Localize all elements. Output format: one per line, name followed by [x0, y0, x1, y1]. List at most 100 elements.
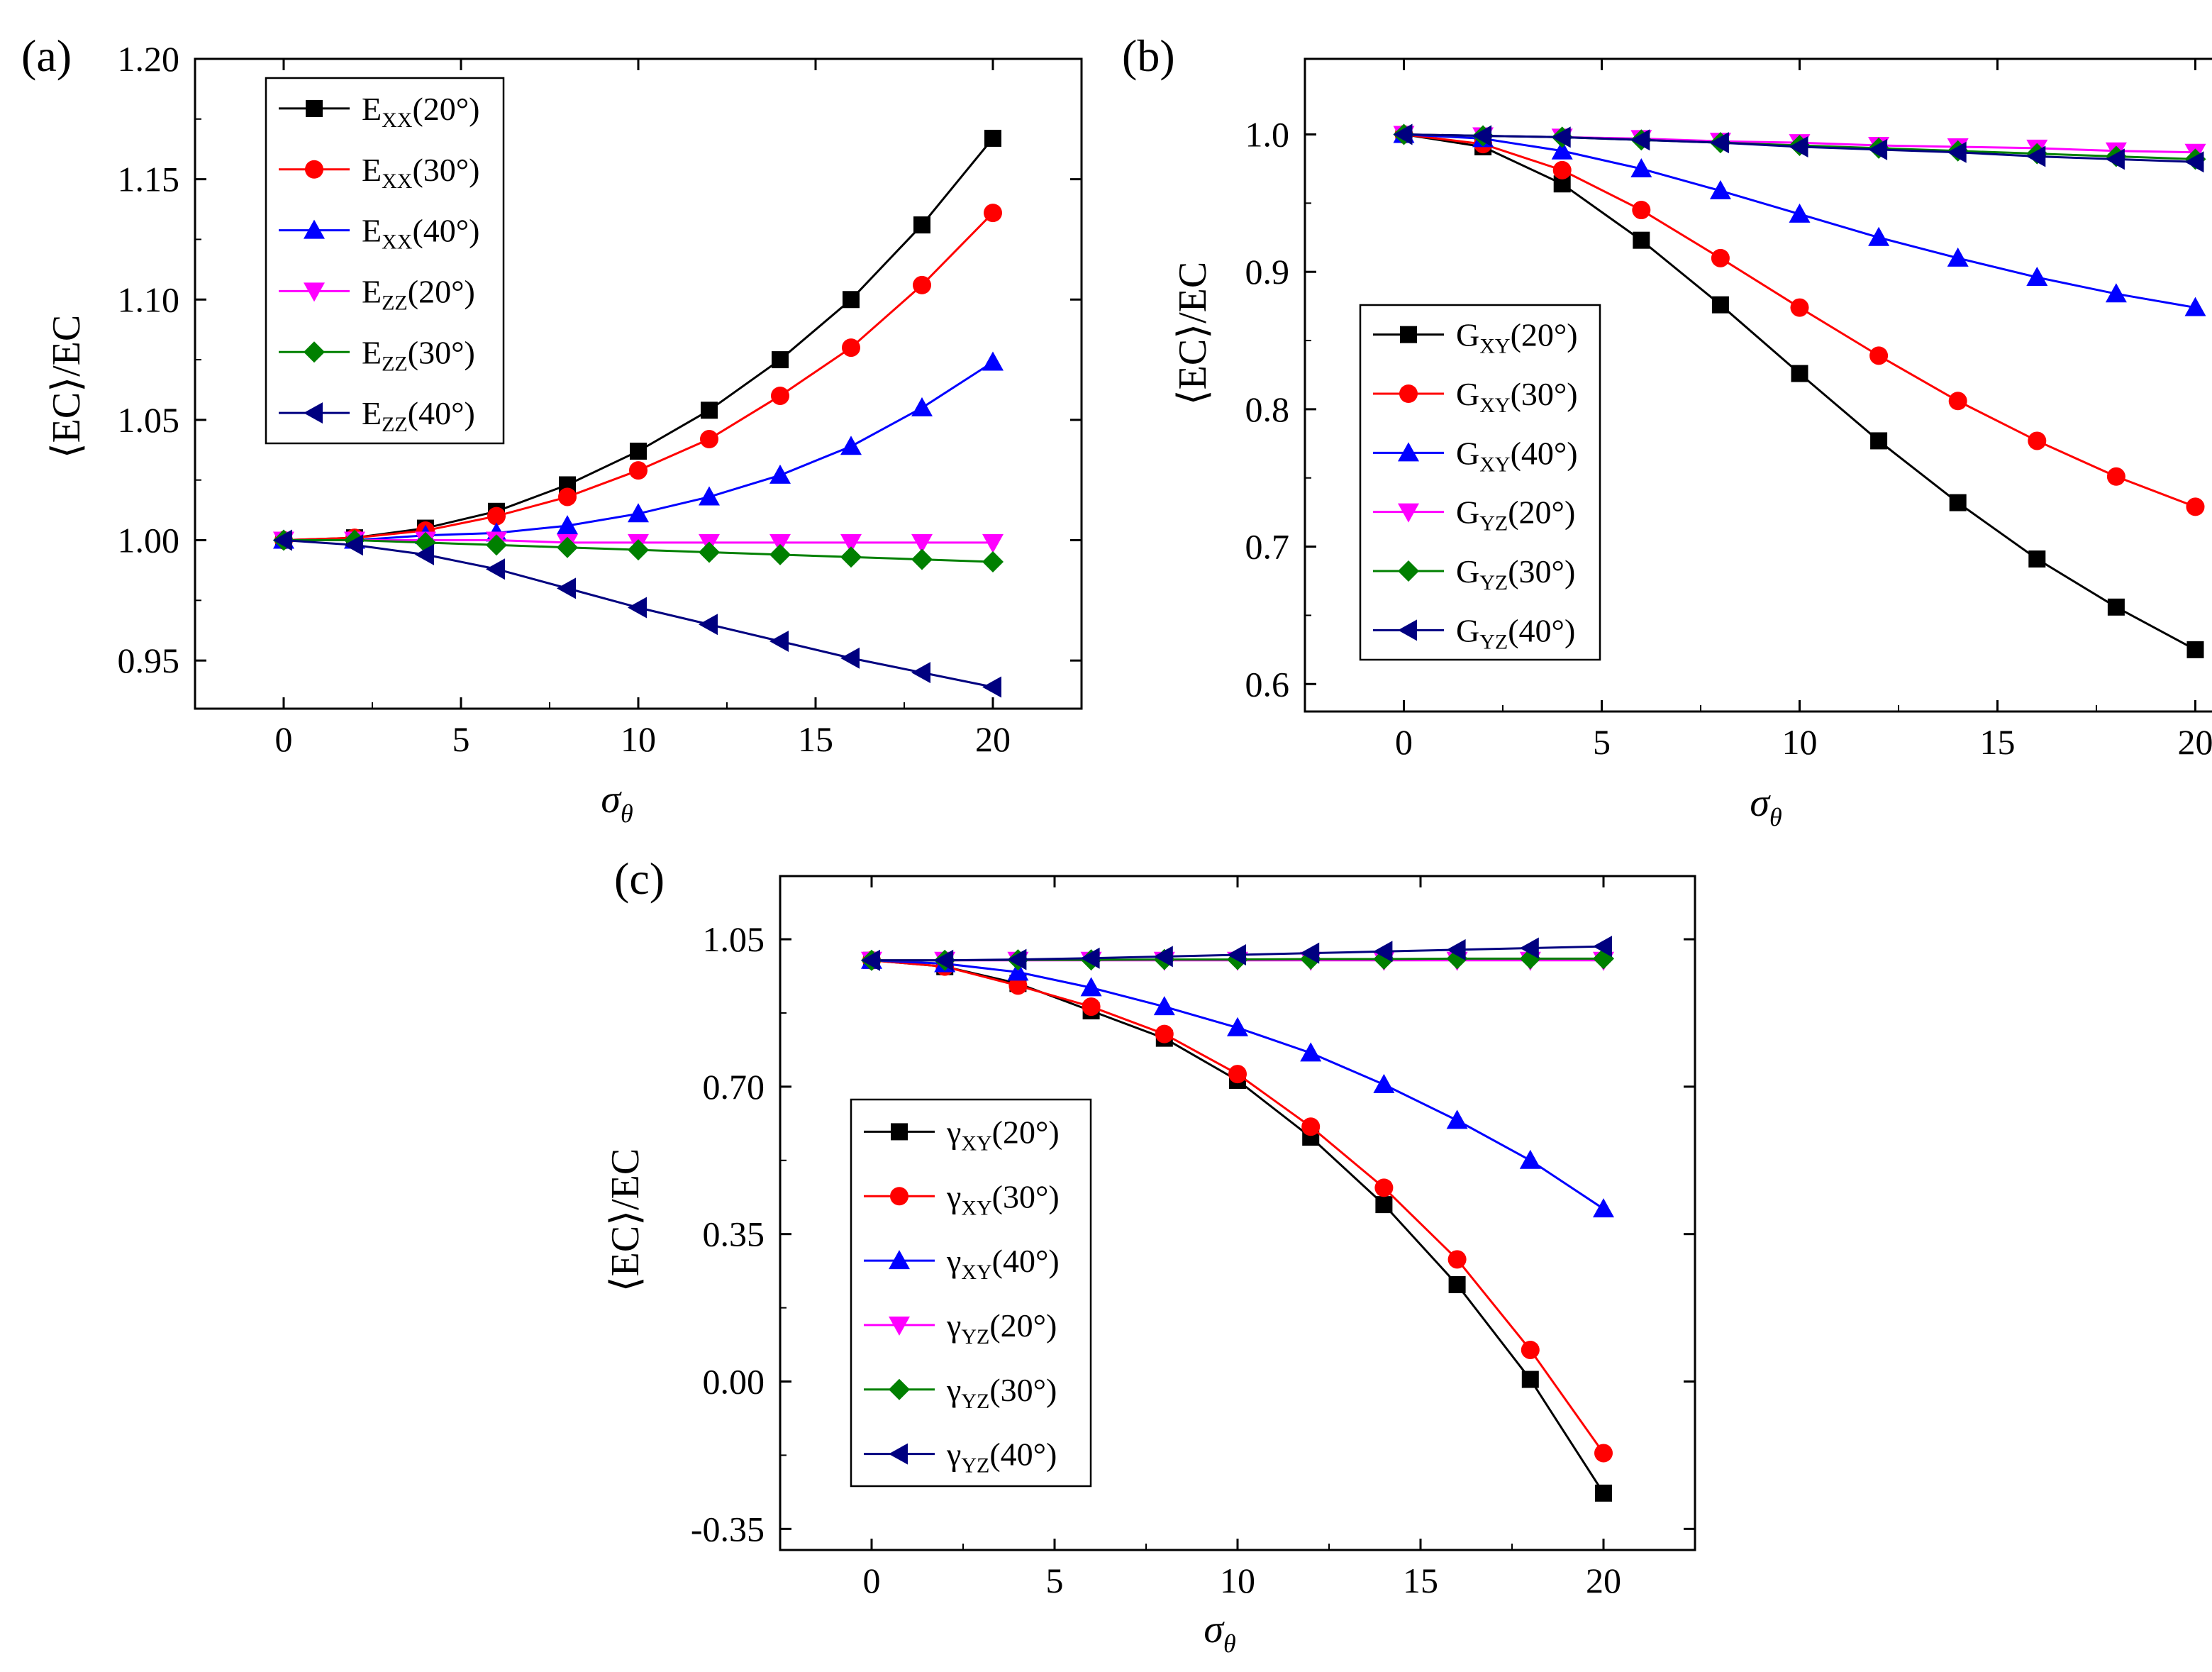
legend-subscript: XY	[1479, 453, 1510, 476]
legend-item: γYZ(30°)	[864, 1372, 1057, 1413]
data-point	[628, 539, 649, 561]
data-point	[557, 577, 576, 599]
data-point	[982, 676, 1001, 698]
data-point	[1790, 298, 1809, 317]
legend-angle: (40°)	[408, 395, 475, 431]
y-tick-label: 0.35	[703, 1214, 765, 1254]
legend-item: EXX(40°)	[279, 213, 480, 254]
data-point	[769, 533, 791, 553]
legend-marker	[305, 160, 323, 179]
legend: EXX(20°)EXX(30°)EXX(40°)EZZ(20°)EZZ(30°)…	[265, 77, 505, 445]
data-point	[1082, 997, 1101, 1017]
x-tick-label: 5	[1593, 722, 1611, 762]
data-point	[1709, 132, 1729, 154]
data-point	[628, 597, 647, 619]
legend-angle: (20°)	[989, 1307, 1057, 1344]
legend-label: EXX(20°)	[362, 91, 480, 132]
legend-subscript: YZ	[961, 1454, 989, 1478]
legend-marker	[1398, 442, 1419, 462]
panel-label: (b)	[1122, 31, 1175, 81]
data-point	[842, 338, 860, 358]
data-point	[2028, 550, 2046, 568]
data-point	[2105, 283, 2127, 303]
data-point	[1007, 961, 1029, 981]
data-point	[1472, 125, 1492, 147]
legend-angle: (30°)	[989, 1372, 1057, 1408]
data-point	[557, 515, 578, 535]
data-point	[840, 436, 862, 455]
legend-subscript: YZ	[1479, 512, 1508, 536]
data-point	[2105, 148, 2125, 170]
data-point	[861, 949, 880, 971]
legend-label: γXY(20°)	[946, 1114, 1060, 1155]
data-point	[700, 430, 718, 449]
legend-symbol: G	[1456, 494, 1479, 531]
legend-item: γYZ(20°)	[864, 1307, 1057, 1349]
legend-marker	[1398, 619, 1417, 641]
x-tick-label: 15	[1980, 722, 2016, 762]
legend-label: GXY(40°)	[1456, 435, 1578, 476]
data-point	[1393, 123, 1413, 145]
data-point	[1711, 296, 1729, 314]
data-point	[2186, 641, 2204, 658]
y-tick-label: 0.9	[1245, 252, 1290, 292]
data-point	[984, 204, 1002, 223]
data-point	[1153, 996, 1175, 1016]
y-tick-label: 0.8	[1245, 389, 1290, 429]
data-point	[486, 534, 507, 556]
x-axis-subscript: θ	[1223, 1629, 1236, 1658]
legend-symbol: γ	[946, 1114, 961, 1150]
legend-item: GYZ(20°)	[1373, 494, 1575, 536]
y-tick-label: 0.70	[703, 1067, 765, 1107]
data-point	[1519, 1149, 1541, 1169]
data-point	[1373, 1073, 1395, 1093]
data-point	[2026, 145, 2046, 167]
y-tick-label: 0.6	[1245, 664, 1290, 704]
data-point	[1632, 201, 1651, 220]
y-tick-label: 1.05	[118, 400, 180, 440]
x-tick-label: 20	[2178, 722, 2212, 762]
x-tick-label: 0	[275, 719, 293, 759]
legend-label: EXX(40°)	[362, 213, 480, 254]
legend-item: γXY(30°)	[864, 1178, 1060, 1219]
legend-subscript: YZ	[961, 1390, 989, 1413]
legend-subscript: XX	[382, 109, 413, 132]
legend-angle: (30°)	[1508, 553, 1575, 589]
panel-2: (b)0 5 10 15 200.60.70.80.91.0σθ⟨EC⟩/EC GXY(2…	[1122, 31, 2212, 831]
y-tick-label: 1.00	[118, 521, 180, 560]
y-tick-label: 0.00	[703, 1362, 765, 1402]
data-point	[1080, 977, 1102, 997]
legend-symbol: G	[1456, 376, 1479, 412]
panel-3: (c) 0 5 10 15 20 -0.35 0.00 0.35 0.70 1.05 σθ ⟨EC⟩/E…	[604, 853, 1696, 1658]
legend-label: EXX(30°)	[362, 152, 480, 193]
legend-item: GXY(40°)	[1373, 435, 1578, 476]
legend-box	[1359, 304, 1601, 661]
data-point	[699, 614, 718, 636]
data-point	[630, 442, 647, 460]
legend-angle: (20°)	[412, 91, 479, 127]
data-point	[911, 662, 930, 684]
legend-angle: (40°)	[1508, 612, 1575, 648]
legend-item: γXY(20°)	[864, 1114, 1060, 1155]
legend-symbol: G	[1456, 612, 1479, 648]
legend-marker	[1398, 560, 1419, 582]
x-tick-label: 10	[1220, 1561, 1255, 1600]
legend-item: γYZ(40°)	[864, 1436, 1057, 1478]
data-point	[2184, 297, 2206, 316]
series-G_XY(20°)	[1395, 126, 2204, 658]
data-point	[629, 461, 648, 480]
x-axis-symbol: σ	[601, 777, 622, 821]
legend-subscript: XX	[382, 231, 413, 254]
data-point	[840, 546, 862, 568]
data-point	[628, 503, 649, 523]
series-G_YZ(40°)	[1393, 123, 2204, 173]
x-tick-label: 0	[863, 1561, 881, 1600]
legend-marker	[890, 1187, 908, 1206]
data-point	[273, 529, 292, 551]
legend-marker	[306, 99, 323, 117]
legend-marker	[304, 341, 325, 363]
data-point	[1227, 1017, 1248, 1036]
panel-1: (a) 0 5 10 15 20 0.95 1.00 1.05 1.10 1.15 1.20 σθ ⟨EC…	[21, 31, 1083, 828]
data-point	[1947, 247, 1969, 267]
